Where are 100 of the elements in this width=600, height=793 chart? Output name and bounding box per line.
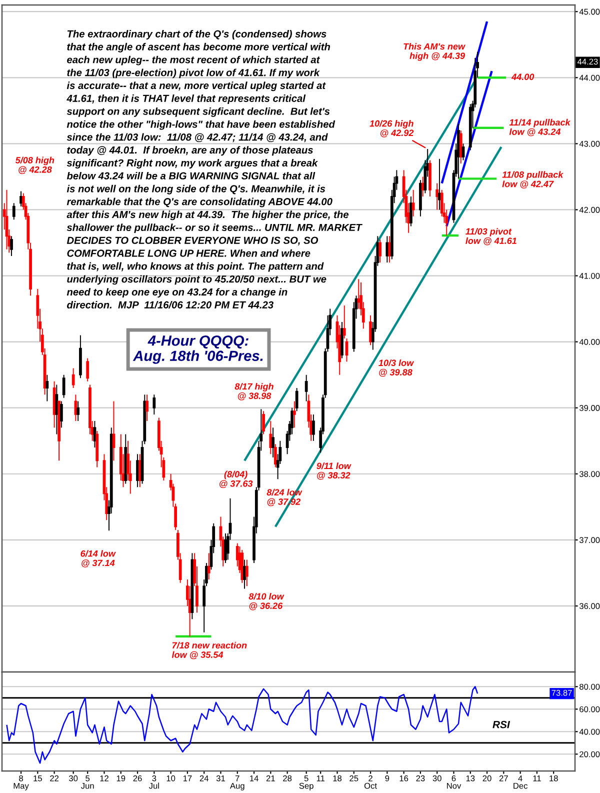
candlestick (262, 410, 265, 435)
annotation: This AM's new high @ 44.39 (404, 42, 466, 61)
candlestick (136, 454, 139, 488)
candlestick (10, 236, 13, 256)
candlestick (58, 400, 60, 462)
candlestick (62, 374, 66, 398)
candlestick (60, 400, 63, 428)
candlestick (96, 430, 99, 468)
y-tick-label: 42.00 (579, 206, 600, 213)
candlestick (93, 420, 96, 448)
y-tick-label: 45.00 (579, 8, 600, 15)
candlestick (55, 384, 58, 435)
candlestick (412, 189, 415, 217)
x-tick-label: 2 Oct (364, 775, 377, 789)
x-tick-label: 23 (416, 775, 425, 782)
x-tick-label: 27 (499, 775, 508, 782)
x-tick-label: 21 (266, 775, 275, 782)
candlestick (269, 420, 272, 455)
x-tick-label: 3 Jul (148, 775, 159, 789)
candlestick (293, 400, 296, 428)
candlestick (342, 304, 346, 339)
candlestick (274, 444, 277, 468)
x-tick-label: 16 (400, 775, 408, 782)
candlestick (5, 189, 8, 250)
text: 4-Hour QQQQ: Aug. 18th '06-Pres. (132, 336, 263, 364)
candlestick (20, 190, 22, 207)
x-tick-label: 11 (533, 775, 541, 782)
x-tick-label: 28 (283, 775, 292, 782)
y-tick-label: 38.00 (579, 471, 600, 477)
candlestick (312, 414, 315, 442)
x-tick-label: 30 (432, 775, 442, 782)
y-tick-label: 40.00 (579, 339, 600, 345)
annotation: 9/11 low @ 38.32 (316, 462, 352, 480)
annotation: RSI (492, 720, 510, 728)
candlestick (112, 400, 116, 462)
x-tick-label: 4 Dec (514, 775, 528, 789)
candlestick (138, 454, 142, 488)
candlestick (272, 427, 274, 458)
annotation: 44.00 (511, 74, 534, 80)
annotation: 5/08 high @ 42.28 (15, 156, 54, 174)
annotation: 11/03 pivot low @ 41.61 (466, 228, 516, 246)
candlestick (419, 180, 422, 217)
x-tick-label: 12 (100, 775, 108, 782)
y-tick-label: 37.00 (579, 537, 600, 544)
candlestick (86, 358, 90, 382)
candlestick (457, 123, 460, 180)
x-tick-label: 5 Sep (299, 775, 314, 790)
candlestick (468, 104, 472, 151)
candlestick (378, 238, 382, 264)
candlestick (462, 143, 465, 161)
x-tick-label: 6 Nov (447, 775, 462, 789)
x-tick-label: 25 (350, 775, 358, 782)
x-tick-label: 31 (216, 775, 225, 782)
text: The extraordinary chart of the Q's (condensed) shows that the angle of ascent has become more vertical with each new upleg-- the most recent of which started at the 11/03 (pre-election) pivot low of 41.61. If my work is accurate-- that a new, more vertical upleg started at 41.61, then it is THAT level that represents critical support on any subsequent sigficant decline. But let's notice the other "high-lows" that have been established since the 11/03 low: 11/08 @ 42.47; 11/14 @ 43.24, and today @ 44.01. If broekn, are any of those plateaus significant? Right now, my work argues that a break below 43.24 will be a BIG WARNING SIGNAL that all is not well on the long side of the Q's. Meanwhile, it is remarkable that the Q's are consolidating ABOVE 44.00 after this AM's new high at 44.39. The higher the price, the shallower the pullback-- or so it seems... UNTIL MR. MARKET DECIDES TO CLOBBER EVERYONE WHO IS SO, SO COMFORTABLE LONG UP HERE. When and where that is, well, who knows at this point. The pattern and underlying oscillators point to 45.20/50 next... BUT we need to keep one eye on 43.24 for a change in direction. MJP 11/16/06 12:20 PM ET 44.23 (66, 30, 362, 309)
candlestick (245, 559, 248, 587)
candlestick (304, 374, 308, 402)
y-tick-label: 20.00 (580, 751, 600, 758)
candlestick (79, 334, 82, 379)
candlestick (74, 394, 78, 422)
candlestick (369, 314, 372, 346)
x-tick-label: 22 (50, 775, 59, 782)
y-tick-label: 60.00 (580, 706, 600, 712)
candlestick (240, 549, 244, 584)
candlestick (12, 202, 16, 220)
candlestick (124, 434, 128, 484)
candlestick (428, 160, 432, 197)
x-tick-label: 15 (34, 775, 42, 782)
annotation: 10/26 high @ 42.92 (370, 120, 414, 138)
x-tick-label: 7 Aug (230, 775, 244, 790)
x-tick-label: 9 (385, 775, 390, 782)
x-tick-label: 17 (183, 775, 192, 782)
candlestick (46, 374, 49, 402)
x-tick-label: 13 (466, 775, 475, 782)
candlestick (295, 388, 298, 412)
candlestick (388, 236, 391, 264)
candlestick (436, 182, 439, 210)
candlestick (438, 158, 441, 210)
x-tick-label: 8 May (14, 775, 29, 790)
annotation: 10/3 low @ 39.88 (378, 359, 414, 377)
x-tick-label: 14 (250, 775, 258, 782)
candlestick (152, 394, 156, 415)
x-tick-label: 26 (133, 775, 142, 782)
candlestick (459, 130, 462, 164)
candlestick (224, 532, 227, 564)
candlestick (146, 394, 148, 422)
x-tick-label: 5 Jun (81, 775, 94, 789)
y-tick-label: 40.00 (579, 728, 600, 735)
x-tick-label: 19 (116, 775, 126, 782)
line-series (6, 686, 478, 764)
annotation: 73.87 (552, 690, 572, 696)
y-tick-label: 39.00 (579, 405, 600, 411)
x-tick-label: 18 (550, 775, 558, 782)
x-tick-label: 11 (316, 775, 325, 782)
annotation: 6/14 low @ 37.14 (80, 550, 116, 568)
y-tick-label: 41.00 (579, 272, 600, 279)
y-tick-label: 36.00 (579, 603, 600, 610)
candlestick (340, 322, 344, 359)
y-tick-label: 43.00 (579, 140, 600, 147)
candlestick (243, 559, 246, 590)
annotation: (8/04) @ 37.63 (220, 470, 253, 488)
